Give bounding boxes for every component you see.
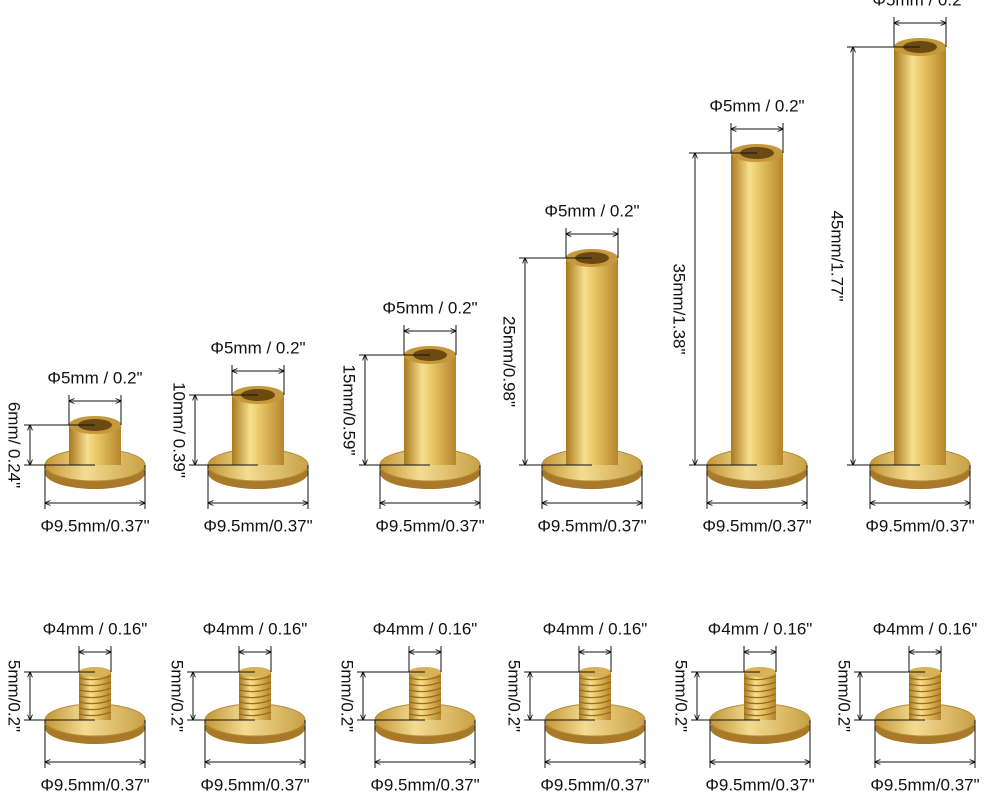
thread-ridge: [408, 681, 442, 687]
flange-label: Φ9.5mm/0.37": [870, 775, 979, 794]
thread-ridge: [578, 693, 612, 699]
length-label: 25mm/0.98": [500, 316, 519, 407]
length-label: 5mm/0.2": [505, 660, 524, 732]
thread-ridge: [743, 693, 777, 699]
thread-ridge: [908, 681, 942, 687]
length-label: 35mm/1.38": [670, 263, 689, 354]
flange-label: Φ9.5mm/0.37": [40, 516, 149, 535]
flange-label: Φ9.5mm/0.37": [203, 516, 312, 535]
diameter-label: Φ4mm / 0.16": [708, 619, 813, 638]
thread-ridge: [908, 675, 942, 681]
length-label: 5mm/0.2": [5, 660, 24, 732]
diameter-label: Φ4mm / 0.16": [43, 619, 148, 638]
thread-ridge: [743, 687, 777, 693]
thread-ridge: [78, 705, 112, 711]
thread-ridge: [908, 699, 942, 705]
length-label: 45mm/1.77": [828, 210, 847, 301]
length-label: 5mm/0.2": [835, 660, 854, 732]
post: [566, 258, 618, 465]
thread-ridge: [78, 711, 112, 717]
thread-ridge: [238, 705, 272, 711]
thread-ridge: [578, 681, 612, 687]
thread-ridge: [578, 705, 612, 711]
thread-ridge: [408, 711, 442, 717]
flange-label: Φ9.5mm/0.37": [375, 516, 484, 535]
thread-ridge: [908, 693, 942, 699]
diameter-label: Φ4mm / 0.16": [373, 619, 478, 638]
thread-ridge: [578, 687, 612, 693]
diameter-label: Φ5mm / 0.2": [709, 96, 804, 115]
thread-ridge: [578, 711, 612, 717]
flange-label: Φ9.5mm/0.37": [200, 775, 309, 794]
length-label: 5mm/0.2": [338, 660, 357, 732]
thread-ridge: [78, 687, 112, 693]
thread-ridge: [743, 699, 777, 705]
diameter-label: Φ5mm / 0.2": [382, 298, 477, 317]
flange-label: Φ9.5mm/0.37": [40, 775, 149, 794]
diameter-label: Φ5mm / 0.2": [872, 0, 967, 9]
thread-ridge: [238, 687, 272, 693]
flange-label: Φ9.5mm/0.37": [540, 775, 649, 794]
thread-ridge: [408, 675, 442, 681]
flange-label: Φ9.5mm/0.37": [702, 516, 811, 535]
length-label: 15mm/0.59": [340, 364, 359, 455]
thread-ridge: [743, 705, 777, 711]
length-label: 5mm/0.2": [168, 660, 187, 732]
post: [731, 153, 783, 465]
thread-ridge: [238, 699, 272, 705]
flange-label: Φ9.5mm/0.37": [537, 516, 646, 535]
post: [404, 355, 456, 465]
thread-ridge: [743, 675, 777, 681]
diameter-label: Φ5mm / 0.2": [544, 201, 639, 220]
thread-ridge: [78, 699, 112, 705]
thread-ridge: [408, 693, 442, 699]
flange-label: Φ9.5mm/0.37": [370, 775, 479, 794]
thread-ridge: [238, 711, 272, 717]
thread-ridge: [743, 711, 777, 717]
post: [232, 395, 284, 465]
thread-ridge: [578, 675, 612, 681]
thread-ridge: [408, 705, 442, 711]
thread-ridge: [238, 693, 272, 699]
diameter-label: Φ4mm / 0.16": [543, 619, 648, 638]
thread-ridge: [908, 687, 942, 693]
thread-ridge: [408, 687, 442, 693]
thread-ridge: [743, 681, 777, 687]
length-label: 5mm/0.2": [672, 660, 691, 732]
thread-ridge: [238, 675, 272, 681]
length-label: 6mm/ 0.24": [5, 402, 24, 488]
thread-ridge: [908, 705, 942, 711]
thread-ridge: [78, 693, 112, 699]
length-label: 10mm/ 0.39": [170, 382, 189, 478]
thread-ridge: [78, 681, 112, 687]
thread-ridge: [78, 675, 112, 681]
diameter-label: Φ4mm / 0.16": [873, 619, 978, 638]
diameter-label: Φ5mm / 0.2": [210, 338, 305, 357]
thread-ridge: [238, 681, 272, 687]
flange-label: Φ9.5mm/0.37": [705, 775, 814, 794]
diameter-label: Φ5mm / 0.2": [47, 368, 142, 387]
post: [894, 47, 946, 465]
flange-label: Φ9.5mm/0.37": [865, 516, 974, 535]
thread-ridge: [408, 699, 442, 705]
thread-ridge: [578, 699, 612, 705]
diameter-label: Φ4mm / 0.16": [203, 619, 308, 638]
thread-ridge: [908, 711, 942, 717]
